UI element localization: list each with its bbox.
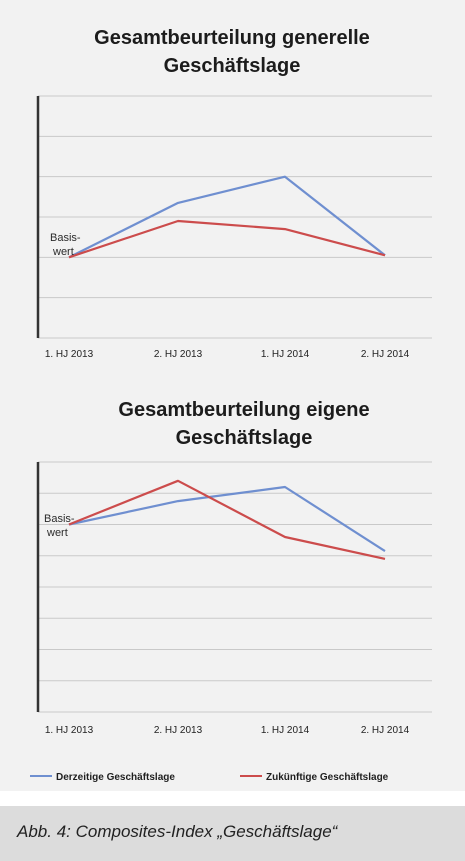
x-tick-label: 1. HJ 2014 — [261, 349, 310, 360]
x-tick-label: 2. HJ 2013 — [154, 725, 203, 736]
chart2-gridlines — [38, 461, 432, 713]
x-tick-label: 2. HJ 2014 — [361, 725, 410, 736]
chart1-basis-label-line1: Basis- — [50, 232, 81, 244]
figure-caption: Abb. 4: Composites-Index „Geschäftslage“ — [17, 822, 338, 841]
x-tick-label: 2. HJ 2013 — [154, 349, 203, 360]
chart-generelle-geschaeftslage: Gesamtbeurteilung generelle Geschäftslag… — [36, 27, 432, 360]
series-line-zukuenftige — [68, 219, 386, 259]
chart1-title-line1: Gesamtbeurteilung generelle — [94, 27, 370, 49]
chart2-title-line2: Geschäftslage — [176, 427, 313, 449]
x-tick-label: 1. HJ 2013 — [45, 349, 94, 360]
chart1-gridlines — [38, 95, 432, 339]
legend: Derzeitige Geschäftslage Zukünftige Gesc… — [30, 772, 389, 783]
legend-label-derzeitige: Derzeitige Geschäftslage — [56, 772, 175, 783]
chart2-basis-label-line1: Basis- — [44, 513, 75, 525]
chart2-x-ticks: 1. HJ 2013 2. HJ 2013 1. HJ 2014 2. HJ 2014 — [45, 725, 410, 736]
x-tick-label: 1. HJ 2014 — [261, 725, 310, 736]
chart2-basis-label-line2: wert — [46, 527, 68, 539]
charts-svg: Gesamtbeurteilung generelle Geschäftslag… — [30, 27, 432, 783]
figure-panel: Gesamtbeurteilung generelle Geschäftslag… — [0, 0, 465, 791]
chart1-basis-label-line2: wert — [52, 246, 74, 258]
series-line-derzeitige — [68, 175, 386, 259]
x-tick-label: 1. HJ 2013 — [45, 725, 94, 736]
caption-box: Abb. 4: Composites-Index „Geschäftslage“ — [0, 806, 465, 861]
chart1-title-line2: Geschäftslage — [164, 55, 301, 77]
chart-eigene-geschaeftslage: Gesamtbeurteilung eigene Geschäftslage 1… — [36, 399, 432, 736]
series-line-zukuenftige — [68, 479, 386, 560]
x-tick-label: 2. HJ 2014 — [361, 349, 410, 360]
chart2-series — [68, 479, 386, 560]
legend-label-zukuenftige: Zukünftige Geschäftslage — [266, 772, 389, 783]
series-line-derzeitige — [68, 485, 386, 553]
chart2-title-line1: Gesamtbeurteilung eigene — [118, 399, 369, 421]
chart1-series — [68, 175, 386, 259]
chart1-x-ticks: 1. HJ 2013 2. HJ 2013 1. HJ 2014 2. HJ 2014 — [45, 349, 410, 360]
